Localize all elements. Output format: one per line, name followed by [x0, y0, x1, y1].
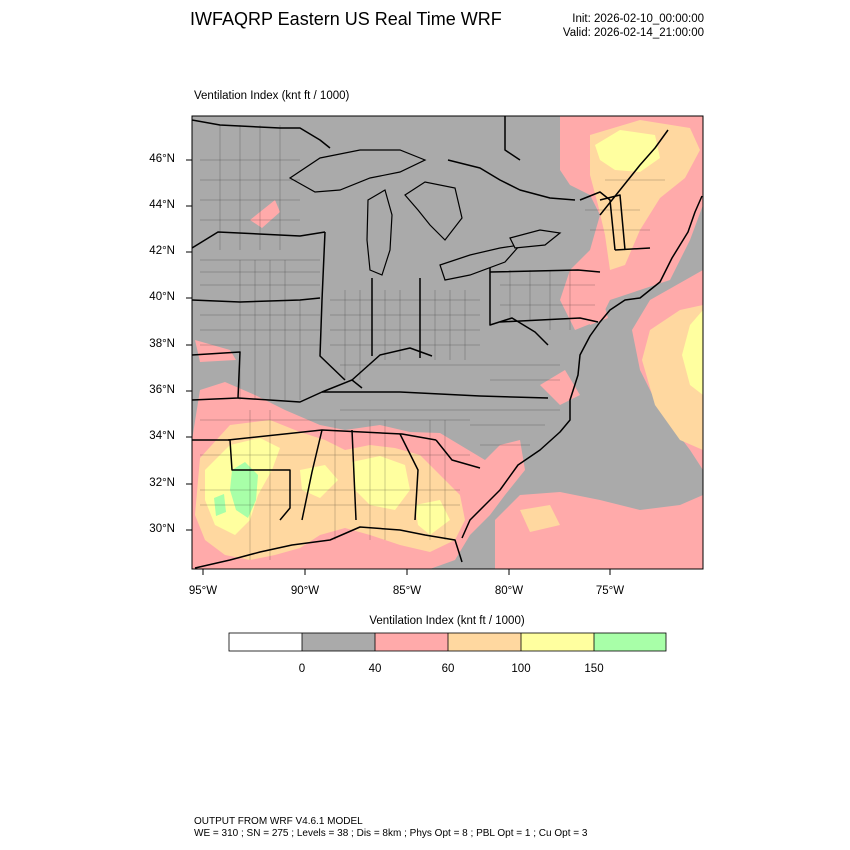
legend-tick-label: 0	[298, 663, 306, 675]
model-info-line-1: OUTPUT FROM WRF V4.6.1 MODEL	[194, 816, 363, 827]
plot-title: IWFAQRP Eastern US Real Time WRF	[190, 9, 502, 29]
boundaries	[192, 116, 703, 569]
lon-ticks	[202, 569, 611, 575]
init-time: Init: 2026-02-10_00:00:00	[572, 13, 704, 25]
lat-label: 38°N	[149, 338, 175, 350]
map-field-title: Ventilation Index (knt ft / 1000)	[194, 90, 350, 102]
lat-label: 40°N	[149, 291, 175, 303]
lat-label: 30°N	[149, 523, 175, 535]
legend-box-4	[521, 633, 594, 651]
legend-tick-label: 60	[441, 663, 455, 675]
legend-tick-label: 40	[368, 663, 382, 675]
legend-colorbar	[228, 632, 667, 652]
map-frame	[191, 115, 704, 570]
lat-label: 46°N	[149, 153, 175, 165]
map-field	[192, 116, 703, 569]
lon-label: 80°W	[494, 585, 524, 597]
lon-label: 95°W	[188, 585, 218, 597]
lat-label: 32°N	[149, 477, 175, 489]
county-lines	[200, 125, 665, 560]
legend-title: Ventilation Index (knt ft / 1000)	[369, 615, 525, 627]
lat-label: 34°N	[149, 430, 175, 442]
legend-box-5	[594, 633, 666, 651]
legend-tick-label: 150	[584, 663, 604, 675]
legend-box-3	[448, 633, 521, 651]
legend-box-0	[229, 633, 302, 651]
lon-label: 85°W	[392, 585, 422, 597]
great-lakes	[288, 149, 562, 281]
legend-box-2	[375, 633, 448, 651]
lat-label: 36°N	[149, 384, 175, 396]
lat-label: 44°N	[149, 199, 175, 211]
lat-ticks	[186, 159, 192, 531]
valid-time: Valid: 2026-02-14_21:00:00	[562, 27, 704, 39]
model-info-line-2: WE = 310 ; SN = 275 ; Levels = 38 ; Dis …	[194, 828, 588, 839]
lon-label: 90°W	[290, 585, 320, 597]
legend-box-1	[302, 633, 375, 651]
lat-label: 42°N	[149, 245, 175, 257]
lon-label: 75°W	[595, 585, 625, 597]
legend-tick-label: 100	[511, 663, 531, 675]
